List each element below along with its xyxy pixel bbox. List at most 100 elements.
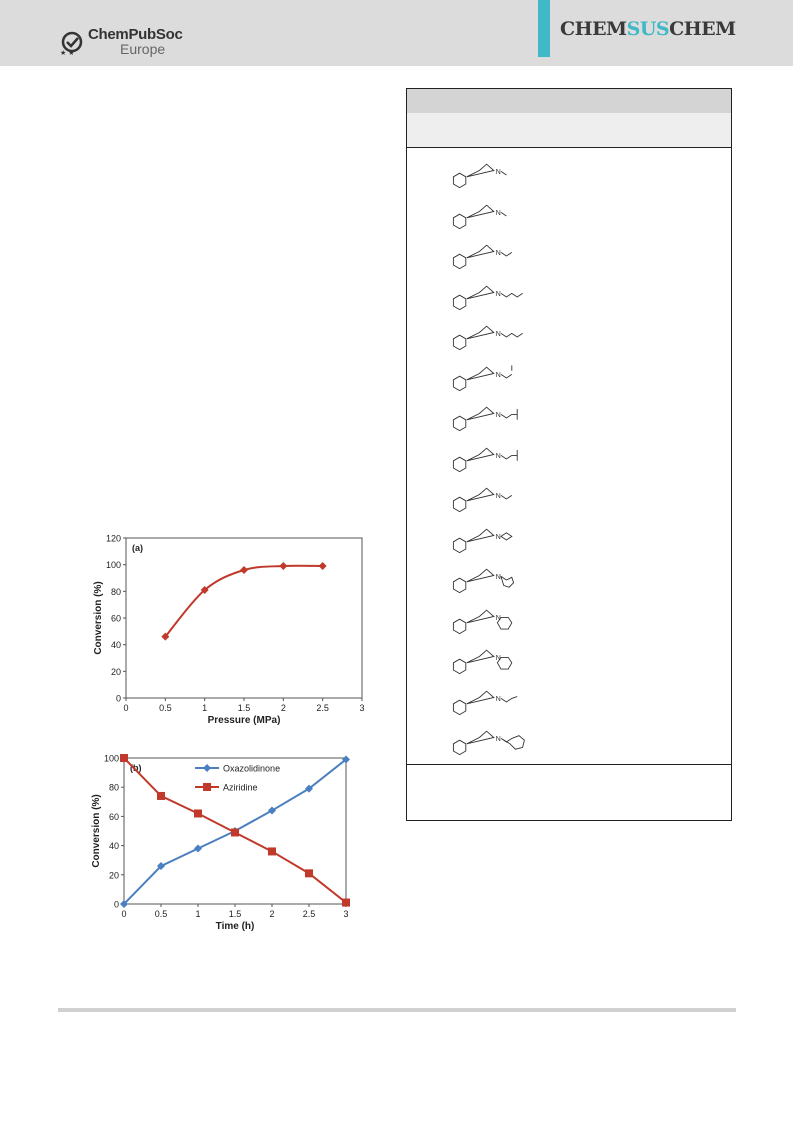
footer-divider [58,1008,736,1012]
phenyl-ring [452,172,467,189]
phenyl-ring [452,739,467,756]
n-substituent [496,656,513,670]
x-tick-label: 0.5 [155,909,168,919]
structure-drawing: N [452,528,513,553]
nitrogen-atom: N [496,532,501,541]
x-tick-label: 3 [343,909,348,919]
n-substituent [500,332,523,338]
phenyl-ring [452,334,467,351]
structure-drawing: N [452,244,513,270]
journal-title-part3: CHEM [669,18,736,40]
structure-drawing: N [452,325,523,351]
nitrogen-atom: N [496,410,501,419]
data-point [194,844,202,853]
legend-marker [203,783,212,791]
structure-drawing: N [452,730,525,756]
aziridine-ring [466,204,495,218]
chart-b: 0 20 40 60 80 100 0 0.5 1 1.5 2 2.5 3 Time (h) Convers… [80,746,380,946]
data-point [200,586,209,594]
structure-drawing: N [452,690,518,715]
aziridine-ring [466,487,495,502]
aziridine-ring [466,163,495,178]
phenyl-ring [452,577,467,594]
x-tick-label: 1 [202,703,207,713]
table-header-bar [407,89,731,113]
n-substituent [500,409,518,420]
aziridine-ring [466,325,495,340]
x-tick-label: 1 [195,909,200,919]
aziridine-ring [466,366,495,380]
x-tick-label: 2 [269,909,274,919]
aziridine-structure: N [447,400,537,436]
nitrogen-atom: N [496,370,501,379]
legend-label: Aziridine [223,783,258,793]
phenyl-ring [452,294,467,310]
aziridine-ring [466,528,495,542]
x-tick-label: 1.5 [229,909,242,919]
data-point [161,632,170,641]
nitrogen-atom: N [496,613,501,622]
y-axis-label: Conversion (%) [91,794,102,867]
data-point [268,847,276,856]
n-substituent [500,495,513,500]
n-substituent [500,449,518,461]
journal-title-part1: CHEM [560,18,627,40]
aziridine-structure: N [447,562,537,598]
table-footer [407,764,731,765]
n-substituent [500,252,513,257]
x-tick-label: 2 [281,703,286,713]
aziridine-ring [466,690,495,704]
x-tick-label: 3 [359,703,364,713]
n-substituent [500,171,507,176]
n-substituent [500,531,513,541]
y-axis-label: Conversion (%) [93,581,104,654]
journal-accent-bar [538,0,550,57]
y-tick-label: 80 [109,783,119,793]
phenyl-ring [452,456,467,472]
nitrogen-atom: N [496,248,501,257]
structure-drawing: N [452,609,513,634]
journal-title: CHEMSUSCHEM [560,18,736,40]
y-tick-label: 100 [106,560,121,570]
data-point [342,755,350,764]
structure-drawing: N [452,447,518,472]
data-point [342,898,350,907]
x-tick-label: 0 [121,909,126,919]
nitrogen-atom: N [496,572,501,581]
data-point [120,754,128,762]
aziridine-structure: N [447,198,537,234]
phenyl-ring [452,253,467,270]
svg-text:★ ★: ★ ★ [60,49,75,56]
nitrogen-atom: N [496,329,501,338]
chart-b-svg: 0 20 40 60 80 100 0 0.5 1 1.5 2 2.5 3 Time (h) Convers… [91,754,350,932]
aziridine-ring [466,244,495,259]
y-tick-label: 120 [106,534,121,544]
phenyl-ring [452,618,467,634]
data-point [120,900,128,908]
structure-drawing: N [452,568,515,594]
chart-a-svg: 0 20 40 60 80 100 120 0 0.5 1 1.5 2 2.5 3 Pressure (MP… [93,534,365,727]
legend-marker [203,764,212,772]
journal-title-part2: SUS [626,18,670,40]
chart-a: 0 20 40 60 80 100 120 0 0.5 1 1.5 2 2.5 3 Pressure (MP… [80,528,380,740]
n-substituent [496,616,513,630]
aziridine-structure: N [447,643,537,679]
phenyl-ring [452,658,467,675]
data-point [157,862,165,871]
x-tick-label: 0.5 [159,703,172,713]
publisher-name: ChemPubSoc [88,26,183,43]
phenyl-ring [452,699,467,715]
n-substituent [500,292,523,298]
aziridine-ring [466,649,495,664]
chart-annotation: (a) [132,543,143,553]
aziridine-ring [466,285,495,299]
aziridine-ring [466,406,495,421]
n-substituent [500,211,507,216]
logo-seal-icon: ★ ★ [60,31,83,56]
n-substituent [500,575,515,588]
n-substituent [500,364,513,379]
y-tick-label: 20 [111,667,121,677]
structure-drawing: N [452,285,523,310]
substrate-table: N N N N N N N N N N N N N N N [406,88,732,821]
page-header: ★ ★ ChemPubSoc Europe CHEMSUSCHEM [0,0,793,66]
